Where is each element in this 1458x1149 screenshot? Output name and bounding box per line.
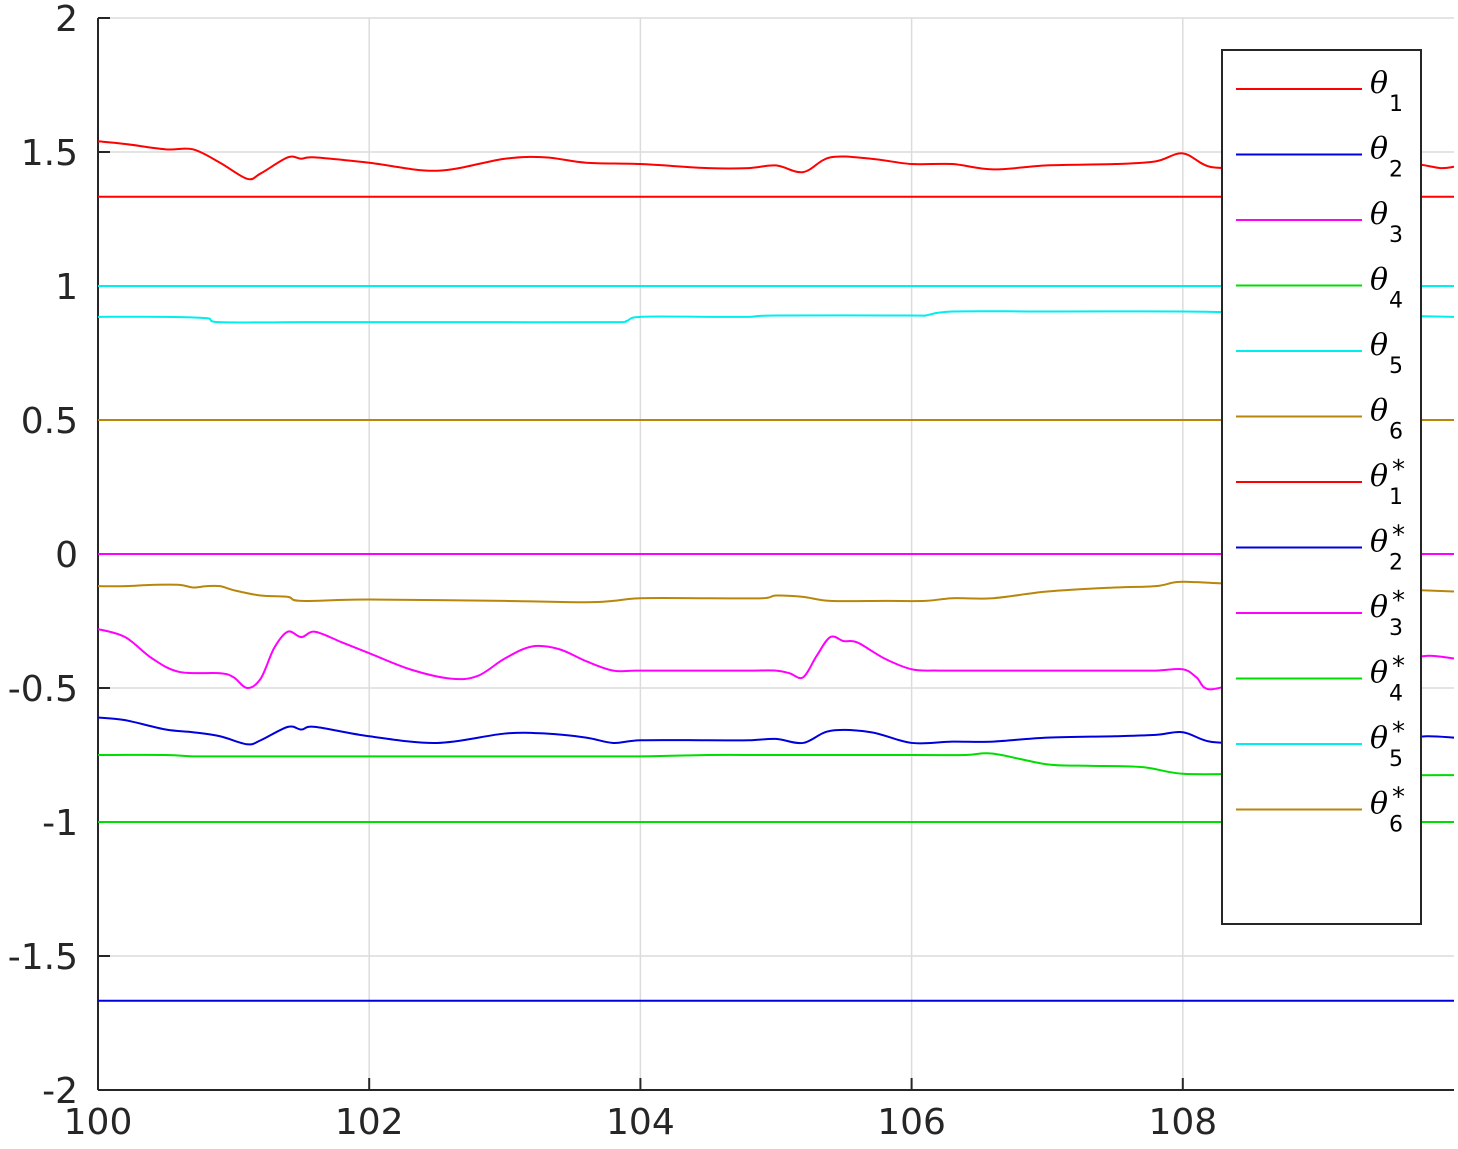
legend-symbol: θ [1370,328,1388,363]
axes: 100 102 104 106 108 2 1.5 1 0.5 0 -0.5 -1 -1.5 -2 [8,0,1454,1143]
legend-subscript: 4 [1389,289,1403,314]
legend-subscript: 5 [1389,354,1403,379]
legend-subscript: 4 [1389,682,1403,707]
legend-superscript: * [1392,455,1405,485]
legend-entry: θ2 [1370,132,1403,183]
series-line-5 [98,310,1454,324]
legend-symbol: θ [1370,197,1388,232]
legend-superscript: * [1392,783,1405,813]
legend-symbol: θ [1370,263,1388,298]
legend-entry: θ4 [1370,263,1403,314]
x-tick-label: 108 [1148,1102,1217,1143]
legend-superscript: * [1392,586,1405,616]
y-tick-label: 1 [55,267,78,308]
legend-subscript: 5 [1389,747,1403,772]
legend-entry: θ *6 [1370,783,1405,838]
legend-entry: θ *4 [1370,652,1405,707]
legend-subscript: 6 [1389,813,1403,838]
legend-subscript: 3 [1389,616,1403,641]
legend-box [1221,49,1422,925]
legend-entry: θ *2 [1370,521,1405,576]
legend-subscript: 6 [1389,420,1403,445]
legend-entry: θ1 [1370,66,1403,117]
series-line-3 [98,628,1454,691]
legend-symbol: θ [1370,656,1388,691]
legend-superscript: * [1392,652,1405,682]
legend-symbol: θ [1370,66,1388,101]
y-tick-label: 1.5 [21,133,78,174]
legend-symbol: θ [1370,525,1388,560]
legend-superscript: * [1392,521,1405,551]
legend-symbol: θ [1370,459,1388,494]
legend-subscript: 3 [1389,223,1403,248]
legend-entry: θ6 [1370,394,1403,445]
legend-symbol: θ [1370,132,1388,167]
y-tick-label: 2 [55,0,78,40]
x-tick-label: 106 [877,1102,946,1143]
y-tick-label: -1.5 [8,937,78,978]
x-tick-label: 102 [335,1102,404,1143]
legend-symbol: θ [1370,721,1388,756]
y-tick-label: -2 [42,1071,78,1112]
legend-superscript: * [1392,717,1405,747]
legend-subscript: 2 [1389,158,1403,183]
legend-symbol: θ [1370,787,1388,822]
x-tick-label: 100 [64,1102,133,1143]
legend-entry: θ *5 [1370,717,1405,772]
y-tick-label: -1 [42,803,78,844]
legend-subscript: 1 [1389,485,1403,510]
legend-entry: θ *3 [1370,586,1405,641]
y-tick-label: -0.5 [8,669,78,710]
x-tick-label: 104 [606,1102,675,1143]
legend-entry: θ5 [1370,328,1403,379]
legend-entry: θ3 [1370,197,1403,248]
series-line-6 [98,580,1454,604]
legend-symbol: θ [1370,394,1388,429]
legend-subscript: 1 [1389,92,1403,117]
y-tick-label: 0.5 [21,401,78,442]
legend-entry: θ *1 [1370,455,1405,510]
legend-subscript: 2 [1389,551,1403,576]
legend-symbol: θ [1370,590,1388,625]
y-tick-label: 0 [55,535,78,576]
